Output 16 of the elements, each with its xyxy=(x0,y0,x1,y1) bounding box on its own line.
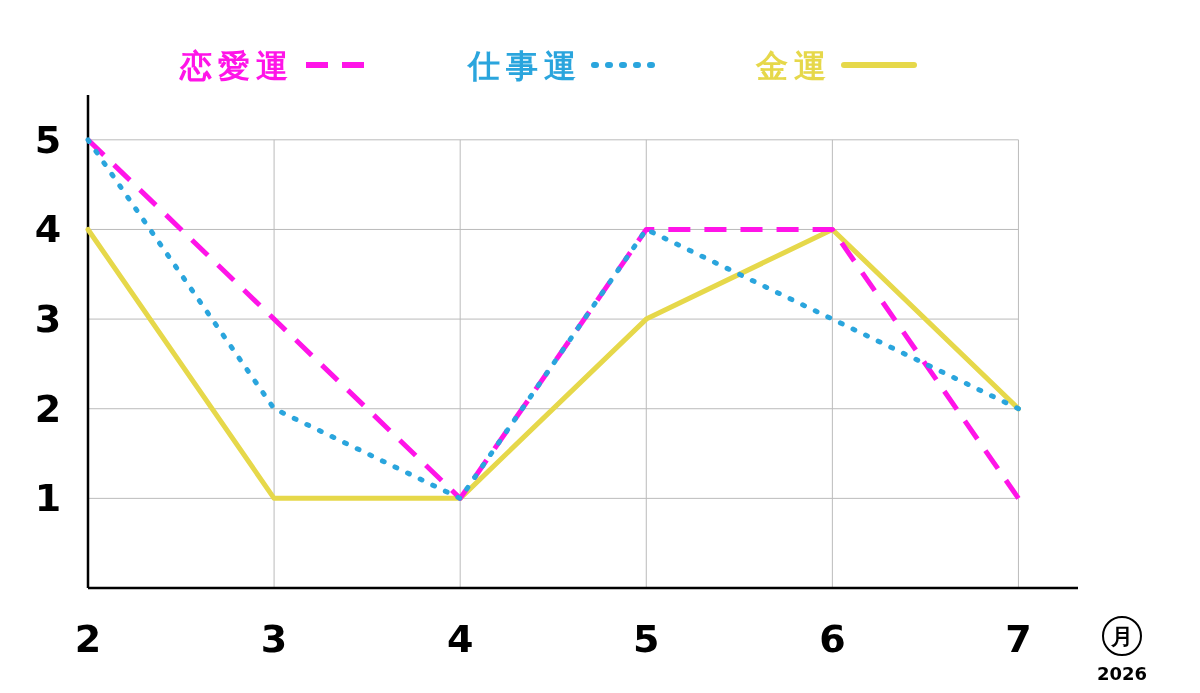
legend-label: 金運 xyxy=(755,47,832,85)
x-tick-label: 2 xyxy=(74,617,102,661)
x-tick-label: 5 xyxy=(633,617,660,661)
legend-label: 仕事運 xyxy=(466,47,582,85)
x-tick-label: 3 xyxy=(260,617,288,661)
y-tick-label: 1 xyxy=(34,476,62,521)
y-tick-label: 3 xyxy=(34,297,62,342)
x-axis-title: 月 xyxy=(1110,624,1133,649)
legend-label: 恋愛運 xyxy=(179,47,294,85)
text: 2026 xyxy=(1096,663,1148,684)
y-tick-label: 2 xyxy=(34,386,62,431)
x-tick-label: 7 xyxy=(1005,617,1032,661)
x-tick-label: 6 xyxy=(819,617,846,661)
x-tick-label: 4 xyxy=(446,617,474,661)
y-tick-label: 5 xyxy=(34,117,62,162)
y-tick-label: 4 xyxy=(34,207,62,252)
